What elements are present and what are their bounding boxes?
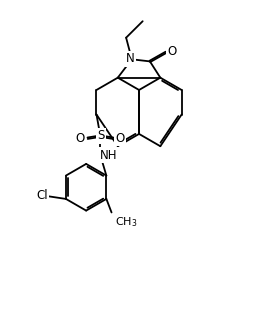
Text: CH$_3$: CH$_3$ <box>115 216 137 229</box>
Text: NH: NH <box>99 149 117 162</box>
Text: S: S <box>97 129 105 142</box>
Text: O: O <box>167 45 176 58</box>
Text: O: O <box>76 132 85 145</box>
Text: Cl: Cl <box>36 189 48 202</box>
Text: O: O <box>116 132 125 145</box>
Text: N: N <box>126 52 135 65</box>
